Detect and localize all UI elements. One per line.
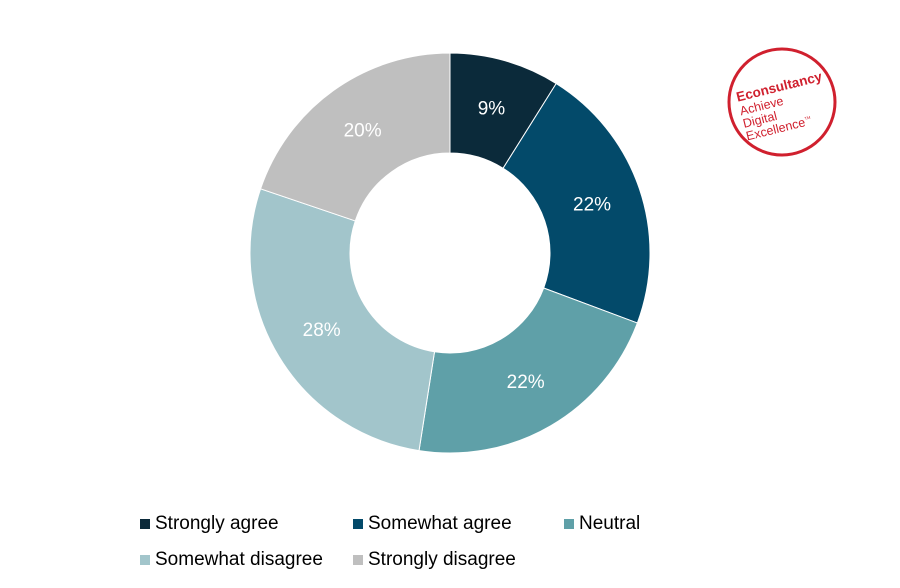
legend-item-neutral: Neutral <box>564 510 640 538</box>
legend-swatch <box>140 519 150 529</box>
legend-swatch <box>353 555 363 565</box>
chart-legend: Strongly agree Somewhat agree Neutral So… <box>140 510 700 580</box>
donut-slices <box>249 52 651 454</box>
legend-swatch <box>140 555 150 565</box>
legend-label: Somewhat disagree <box>155 549 323 570</box>
legend-item-somewhat-disagree: Somewhat disagree <box>140 546 323 574</box>
econsultancy-logo: Econsultancy Achieve Digital Excellence … <box>727 47 837 157</box>
donut-slice-somewhat-agree <box>502 82 651 324</box>
data-label-somewhat-agree: 22% <box>573 194 611 215</box>
legend-swatch <box>564 519 574 529</box>
data-label-somewhat-disagree: 28% <box>303 320 341 341</box>
legend-label: Strongly disagree <box>368 549 516 570</box>
donut-value-labels: 9% 22% 22% 28% 20% <box>303 98 612 393</box>
legend-swatch <box>353 519 363 529</box>
data-label-neutral: 22% <box>507 372 545 393</box>
data-label-strongly-agree: 9% <box>478 98 506 119</box>
legend-item-strongly-disagree: Strongly disagree <box>353 546 516 574</box>
legend-label: Strongly agree <box>155 513 279 534</box>
data-label-strongly-disagree: 20% <box>344 121 382 142</box>
donut-slice-neutral <box>418 287 638 454</box>
logo-ring <box>727 47 837 157</box>
donut-slice-strongly-disagree <box>259 52 451 222</box>
legend-label: Neutral <box>579 513 641 534</box>
legend-item-strongly-agree: Strongly agree <box>140 510 279 538</box>
legend-label: Somewhat agree <box>368 513 512 534</box>
donut-slice-somewhat-disagree <box>249 188 436 452</box>
logo-trademark: TM <box>804 115 811 121</box>
legend-item-somewhat-agree: Somewhat agree <box>353 510 512 538</box>
